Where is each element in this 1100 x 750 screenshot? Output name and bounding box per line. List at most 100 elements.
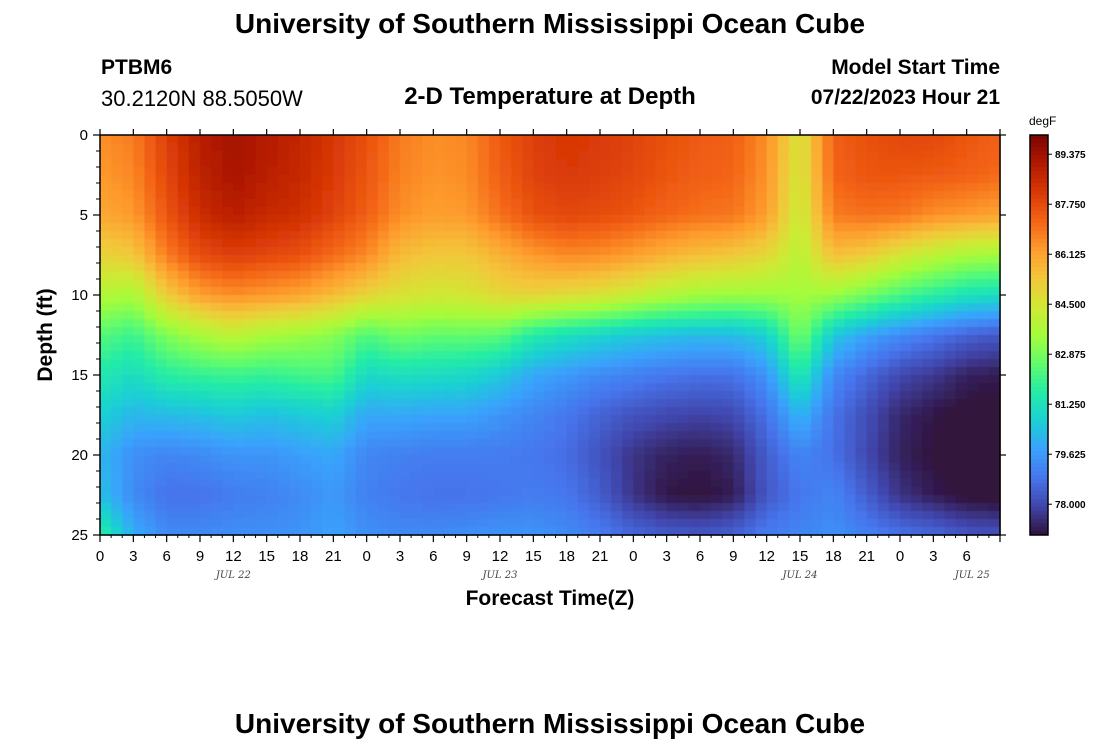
heatmap-cell xyxy=(155,327,168,336)
heatmap-cell xyxy=(877,455,890,464)
heatmap-cell xyxy=(944,423,957,432)
colorbar-segment xyxy=(1030,451,1048,456)
heatmap-cell xyxy=(744,247,757,256)
heatmap-cell xyxy=(422,207,434,216)
heatmap-cell xyxy=(544,239,557,248)
heatmap-cell xyxy=(300,503,312,512)
heatmap-cell xyxy=(388,463,401,472)
heatmap-cell xyxy=(244,279,257,288)
heatmap-cell xyxy=(188,447,201,456)
heatmap-cell xyxy=(177,143,190,152)
heatmap-cell xyxy=(377,295,390,304)
heatmap-cell xyxy=(577,183,590,192)
x-tick-label: 21 xyxy=(858,548,875,565)
heatmap-cell xyxy=(277,215,290,224)
heatmap-cell xyxy=(822,311,834,320)
heatmap-cell xyxy=(788,431,801,440)
heatmap-cell xyxy=(355,479,368,488)
heatmap-cell xyxy=(655,143,668,152)
heatmap-cell xyxy=(933,151,946,160)
heatmap-cell xyxy=(122,271,134,280)
heatmap-cell xyxy=(922,471,934,480)
x-tick-label: 9 xyxy=(729,548,737,565)
heatmap-cell xyxy=(233,319,246,328)
heatmap-cell xyxy=(700,159,712,168)
heatmap-cell xyxy=(577,471,590,480)
heatmap-cell xyxy=(333,311,346,320)
heatmap-cell xyxy=(733,271,746,280)
heatmap-cell xyxy=(911,135,923,144)
heatmap-cell xyxy=(833,159,846,168)
heatmap-cell xyxy=(344,199,357,208)
heatmap-cell xyxy=(388,231,401,240)
heatmap-cell xyxy=(377,343,390,352)
heatmap-cell xyxy=(255,511,268,520)
heatmap-cell xyxy=(555,279,568,288)
heatmap-cell xyxy=(855,151,868,160)
heatmap-cell xyxy=(166,303,179,312)
heatmap-cell xyxy=(800,391,812,400)
heatmap-cell xyxy=(933,279,946,288)
heatmap-cell xyxy=(188,351,201,360)
heatmap-cell xyxy=(133,311,146,320)
heatmap-cell xyxy=(744,167,757,176)
heatmap-cell xyxy=(811,367,823,376)
colorbar-segment xyxy=(1030,419,1048,424)
heatmap-cell xyxy=(988,263,1001,272)
heatmap-cell xyxy=(255,343,268,352)
heatmap-cell xyxy=(588,479,601,488)
heatmap-cell xyxy=(777,455,790,464)
heatmap-cell xyxy=(466,503,479,512)
heatmap-cell xyxy=(888,503,901,512)
heatmap-cell xyxy=(655,151,668,160)
heatmap-cell xyxy=(544,327,557,336)
heatmap-cell xyxy=(466,479,479,488)
heatmap-cell xyxy=(455,287,468,296)
heatmap-cell xyxy=(922,295,934,304)
heatmap-cell xyxy=(844,183,857,192)
heatmap-cell xyxy=(522,479,534,488)
heatmap-cell xyxy=(477,423,490,432)
heatmap-cell xyxy=(922,479,934,488)
heatmap-cell xyxy=(344,383,357,392)
heatmap-cell xyxy=(355,463,368,472)
heatmap-cell xyxy=(488,519,501,528)
heatmap-cell xyxy=(822,407,834,416)
heatmap-cell xyxy=(600,303,612,312)
heatmap-cell xyxy=(155,527,168,536)
heatmap-cell xyxy=(444,519,457,528)
heatmap-cell xyxy=(222,303,234,312)
heatmap-cell xyxy=(277,175,290,184)
heatmap-cell xyxy=(355,415,368,424)
heatmap-cell xyxy=(455,447,468,456)
heatmap-cell xyxy=(777,143,790,152)
heatmap-cell xyxy=(722,215,734,224)
heatmap-cell xyxy=(511,511,523,520)
heatmap-cell xyxy=(566,519,579,528)
heatmap-cell xyxy=(477,415,490,424)
heatmap-cell xyxy=(177,463,190,472)
heatmap-cell xyxy=(511,223,523,232)
heatmap-cell xyxy=(544,167,557,176)
heatmap-cell xyxy=(111,223,123,232)
heatmap-cell xyxy=(933,159,946,168)
heatmap-cell xyxy=(266,511,279,520)
heatmap-cell xyxy=(633,183,646,192)
heatmap-cell xyxy=(911,223,923,232)
heatmap-cell xyxy=(666,135,679,144)
x-tick-label: 6 xyxy=(429,548,437,565)
heatmap-cell xyxy=(122,319,134,328)
heatmap-cell xyxy=(177,391,190,400)
heatmap-cell xyxy=(833,519,846,528)
heatmap-cell xyxy=(855,159,868,168)
heatmap-cell xyxy=(155,351,168,360)
heatmap-cell xyxy=(522,191,534,200)
heatmap-cell xyxy=(900,287,912,296)
heatmap-cell xyxy=(200,503,212,512)
heatmap-cell xyxy=(311,487,323,496)
heatmap-cell xyxy=(444,351,457,360)
heatmap-cell xyxy=(855,207,868,216)
heatmap-cell xyxy=(122,391,134,400)
heatmap-cell xyxy=(122,375,134,384)
heatmap-cell xyxy=(644,223,657,232)
